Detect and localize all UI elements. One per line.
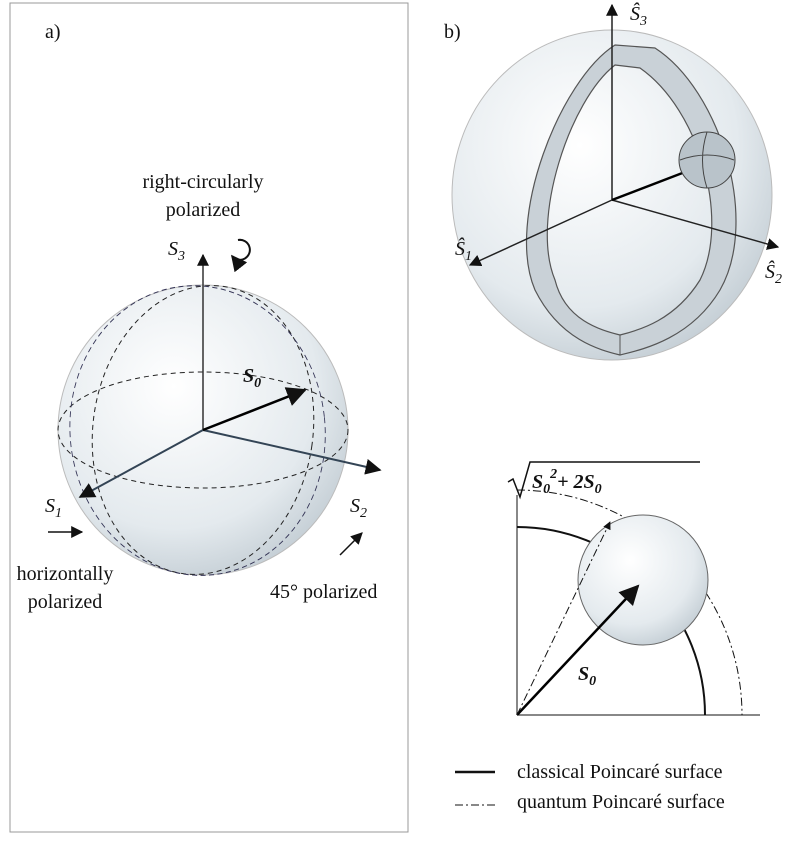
axis-s2 bbox=[202, 429, 382, 475]
legend-classical: classical Poincaré surface bbox=[517, 761, 723, 783]
axis-s2-hat bbox=[611, 199, 780, 250]
vector-b bbox=[611, 170, 686, 202]
meridian-2 bbox=[69, 285, 326, 576]
panel-a-frame bbox=[9, 2, 409, 833]
diagonal-arrow bbox=[339, 532, 363, 556]
meridian-1 bbox=[91, 285, 315, 575]
inset-s0-vector bbox=[516, 584, 640, 716]
uncertainty-grid bbox=[679, 131, 735, 189]
s2-hat-label: Ŝ2 bbox=[765, 259, 782, 287]
s1-label: S1 bbox=[45, 495, 62, 521]
inset-s0-label: S0 bbox=[578, 663, 596, 689]
panel-a-label: a) bbox=[45, 21, 61, 43]
diagonal-label: 45° polarized bbox=[270, 581, 377, 603]
s0-label: S0 bbox=[243, 365, 261, 391]
axis-s1 bbox=[78, 429, 204, 498]
legend-quantum: quantum Poincaré surface bbox=[517, 791, 725, 813]
horizontal-label: polarized bbox=[28, 591, 102, 613]
s3-hat-label: Ŝ3 bbox=[630, 1, 647, 29]
vector-s0 bbox=[202, 387, 307, 432]
inset-quantum-vector bbox=[516, 521, 611, 716]
s3-label: S3 bbox=[168, 238, 185, 264]
equator bbox=[57, 371, 349, 489]
panel-b-label: b) bbox=[444, 21, 461, 43]
sqrt-sign bbox=[507, 461, 700, 500]
s1-hat-label: Ŝ1 bbox=[455, 236, 472, 264]
formula: S02+ 2S0 bbox=[532, 467, 602, 497]
inset-sphere bbox=[577, 514, 709, 646]
rotation-icon bbox=[231, 238, 251, 273]
horizontal-label: horizontally bbox=[17, 563, 114, 585]
uncertainty-sphere bbox=[678, 131, 736, 189]
circular-label: right-circularly bbox=[142, 171, 263, 193]
s2-label: S2 bbox=[350, 495, 367, 521]
axis-s1-hat bbox=[468, 199, 613, 266]
circular-label: polarized bbox=[166, 199, 240, 221]
